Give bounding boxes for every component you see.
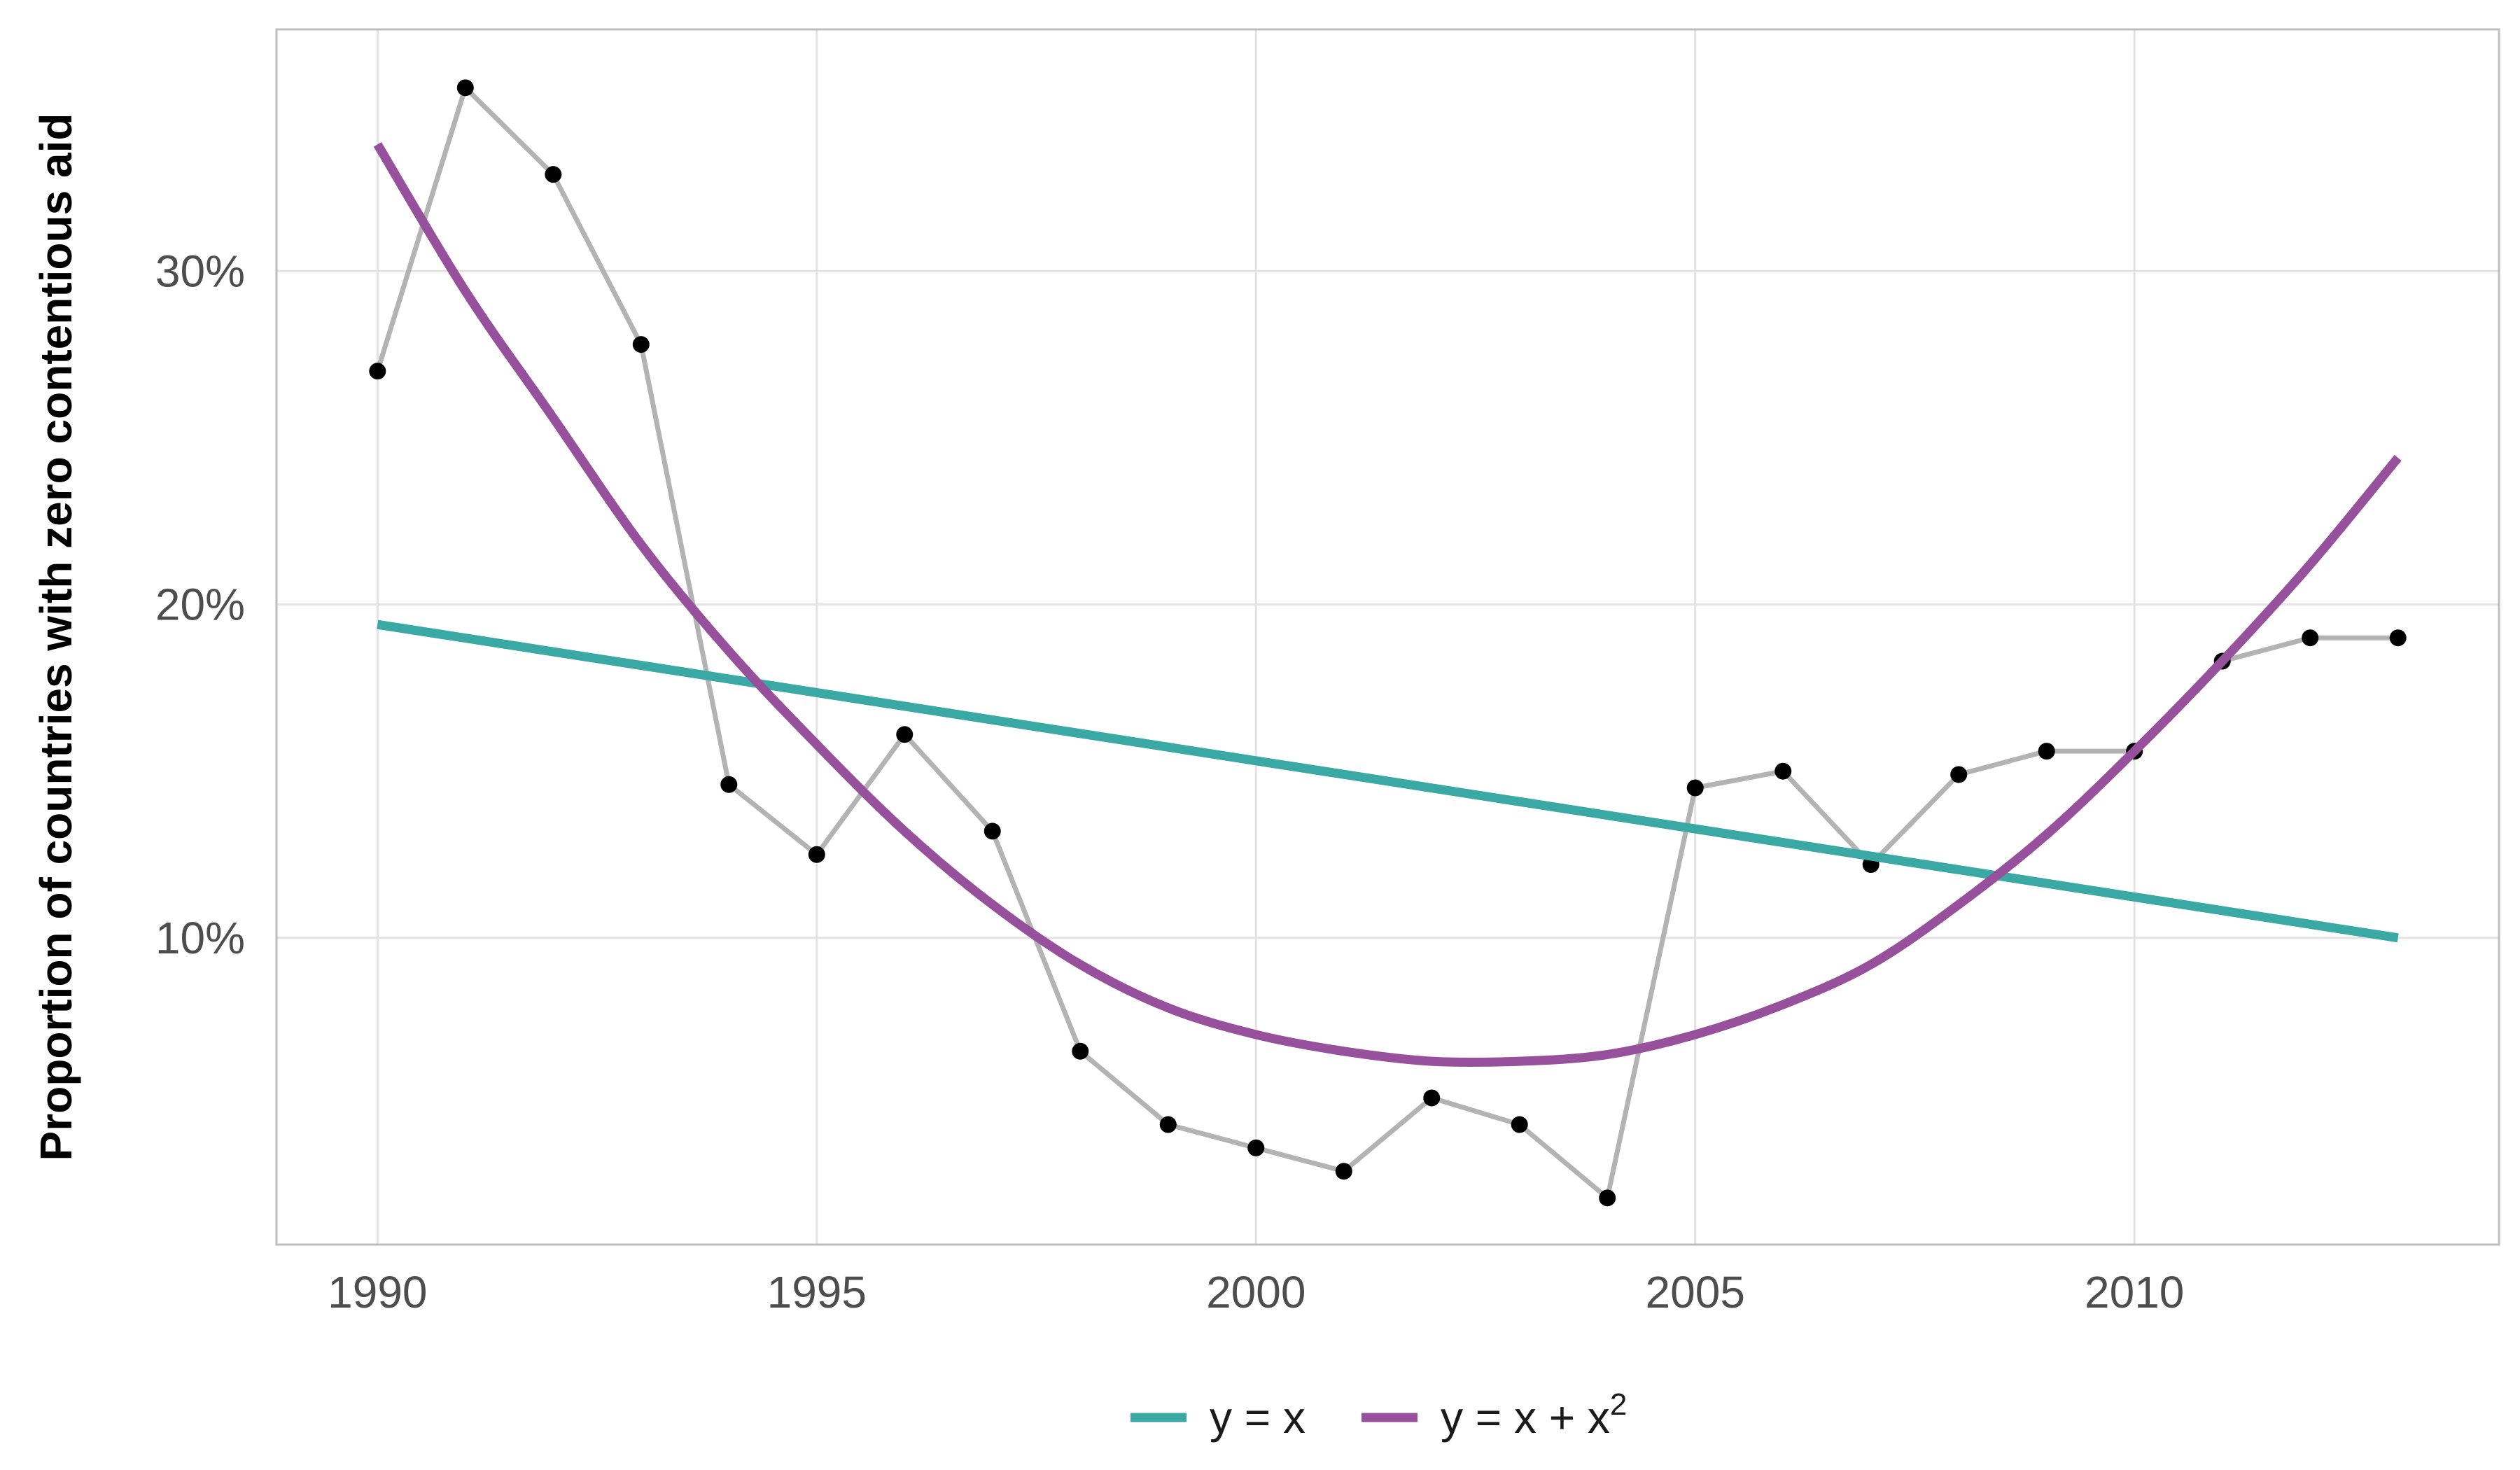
observed-series: [369, 79, 2407, 1207]
observed-point: [1599, 1189, 1616, 1207]
observed-line: [374, 85, 2398, 1200]
observed-point: [1950, 766, 1968, 783]
y-tick-label: 10%: [155, 913, 245, 963]
observed-point: [632, 336, 650, 354]
observed-point: [2038, 743, 2055, 760]
observed-point: [2389, 629, 2407, 647]
legend-label-quadratic-main: y = x + x: [1441, 1392, 1610, 1443]
observed-point: [369, 363, 386, 380]
x-tick-label: 2005: [1646, 1267, 1745, 1317]
legend-label-linear: y = x: [1210, 1392, 1306, 1443]
x-tick-label: 1990: [328, 1267, 427, 1317]
linear-fit-line: [377, 620, 2399, 943]
legend: y = x y = x + x2: [1130, 1387, 1627, 1443]
y-tick-label: 30%: [155, 246, 245, 296]
observed-point: [1686, 779, 1704, 797]
observed-point: [2302, 629, 2319, 647]
x-tick-label: 1995: [767, 1267, 867, 1317]
grid-layer: [276, 29, 2499, 1245]
observed-point: [1774, 762, 1792, 780]
observed-point: [545, 166, 562, 183]
legend-label-quadratic-sup: 2: [1610, 1387, 1627, 1422]
tick-labels: 1990 1995 2000 2005 2010 10% 20% 30%: [155, 246, 2184, 1317]
quadratic-fit-curve: [373, 141, 2402, 1068]
observed-point: [1335, 1163, 1352, 1180]
x-tick-label: 2000: [1206, 1267, 1306, 1317]
plot-panel: [275, 28, 2500, 1246]
observed-point: [1423, 1089, 1441, 1107]
observed-point: [456, 79, 474, 97]
legend-label-quadratic: y = x + x2: [1441, 1387, 1627, 1443]
y-tick-label: 20%: [155, 580, 245, 630]
observed-point: [1247, 1139, 1265, 1156]
observed-point: [1159, 1116, 1177, 1133]
observed-point: [1511, 1116, 1528, 1133]
observed-point: [720, 776, 738, 793]
observed-point: [896, 726, 913, 743]
observed-point: [983, 822, 1001, 840]
y-axis-title: Proportion of countries with zero conten…: [31, 113, 81, 1161]
observed-point: [808, 846, 825, 863]
x-tick-label: 2010: [2085, 1267, 2184, 1317]
observed-point: [1072, 1042, 1089, 1060]
fit-series-layer: [373, 141, 2402, 1068]
